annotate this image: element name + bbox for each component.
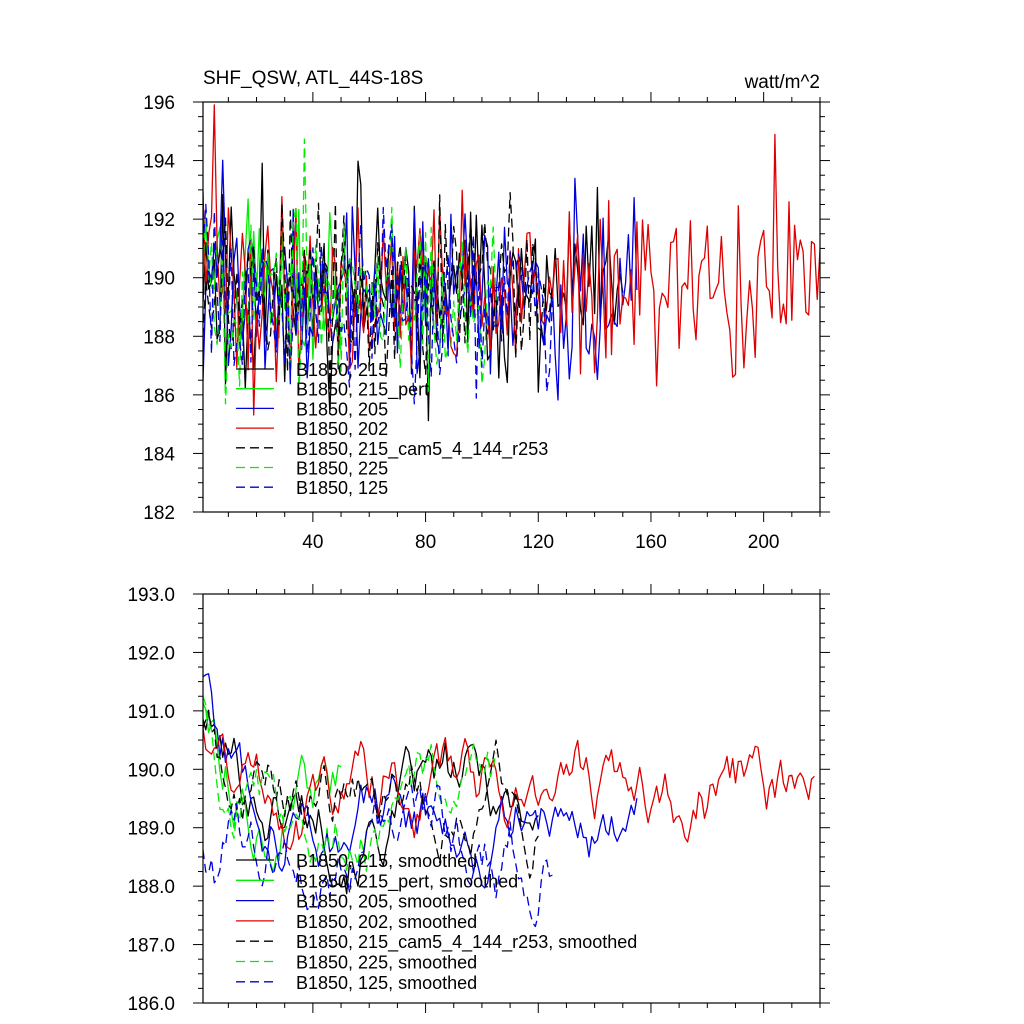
y-tick-label: 192.0 [127,643,175,664]
y-tick-label: 194 [143,152,175,173]
y-tick-label: 193.0 [127,585,175,606]
y-tick-label: 190.0 [127,760,175,781]
series-line-0-5 [203,138,497,405]
legend-label: B1850, 215_cam5_4_144_r253, smoothed [296,932,637,953]
legend-label: B1850, 202 [296,419,388,439]
series-line-1-1 [203,702,342,873]
y-tick-label: 189.0 [127,819,175,840]
legend-label: B1850, 215 [296,360,388,380]
series-line-0-3 [203,104,820,416]
x-tick-label: 200 [748,532,780,553]
series-line-1-0 [203,713,539,895]
y-tick-label: 188.0 [127,877,175,898]
legend-label: B1850, 215_pert, smoothed [296,871,518,892]
y-tick-label: 186.0 [127,994,175,1015]
series-line-0-4 [203,191,554,387]
series-line-0-2 [203,159,638,401]
bottom-panel: 186.0 187.0 188.0 189.0 190.0 191.0 192.0 193.0… [127,584,830,1015]
legend-label: B1850, 225 [296,459,388,479]
y-tick-label: 184 [143,444,175,465]
legend-label: B1850, 205 [296,399,388,419]
x-tick-label: 40 [302,532,323,553]
legend-label: B1850, 205, smoothed [296,892,477,912]
series-line-0-6 [203,203,554,405]
top-panel: 182 184 186 188 190 192 194 196 40 80 120 160 200 SHF… [143,68,830,553]
legend-label: B1850, 215_cam5_4_144_r253 [296,439,548,460]
y-tick-label: 192 [143,210,175,231]
legend-label: B1850, 215_pert [296,380,429,401]
series-line-1-6 [203,784,553,928]
y-tick-label: 182 [143,503,175,524]
y-tick-label: 196 [143,93,175,114]
x-tick-label: 120 [522,532,554,553]
units-label: watt/m^2 [744,72,820,93]
legend-label: B1850, 125, smoothed [296,973,477,993]
y-tick-label: 187.0 [127,936,175,957]
y-tick-label: 190 [143,269,175,290]
series-line-1-2 [203,673,638,889]
y-tick-label: 186 [143,386,175,407]
x-tick-label: 80 [415,532,436,553]
series-line-1-4 [203,709,539,879]
series-line-1-3 [203,727,815,851]
legend-label: B1850, 125 [296,478,388,498]
legend-label: B1850, 202, smoothed [296,912,477,932]
chart-title: SHF_QSW, ATL_44S-18S [203,68,423,89]
x-tick-label: 160 [635,532,667,553]
legend-label: B1850, 225, smoothed [296,953,477,973]
series-line-1-5 [203,696,497,872]
y-tick-label: 191.0 [127,702,175,723]
legend-label: B1850, 215, smoothed [296,851,477,871]
y-tick-label: 188 [143,327,175,348]
